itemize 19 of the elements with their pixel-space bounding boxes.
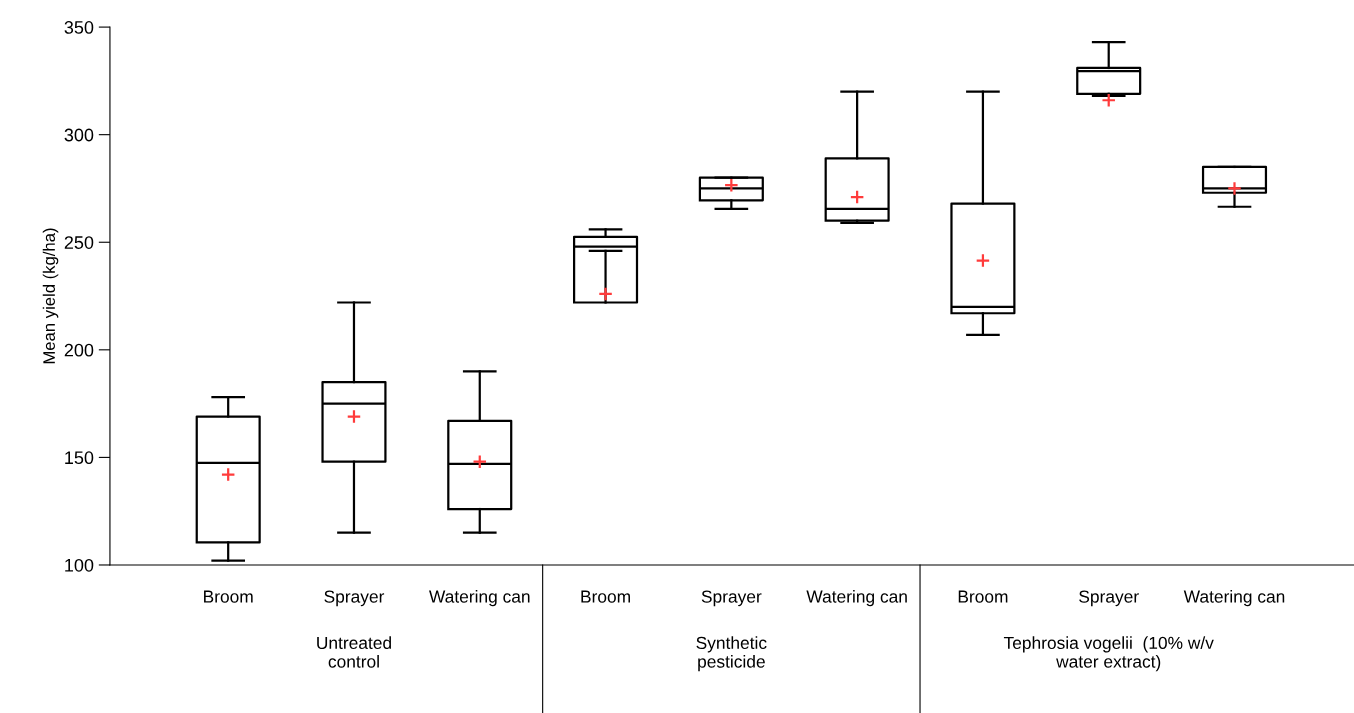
x-tick-label: Sprayer: [701, 590, 762, 607]
x-tick-label: Watering can: [1183, 589, 1285, 607]
x-tick-label: Broom: [581, 590, 630, 603]
text: Untreated control: [317, 636, 391, 668]
x-tick-label: Sprayer: [1079, 590, 1139, 607]
x-tick-label: Broom: [958, 590, 1008, 603]
x-tick-label: Sprayer: [324, 590, 385, 607]
y-tick-label: 350: [64, 21, 94, 34]
x-tick-label: Watering can: [806, 589, 907, 607]
x-tick-label: Broom: [204, 590, 253, 603]
y-axis-title: Mean yield (kg/ha): [42, 228, 59, 364]
x-tick-label: Watering can: [429, 589, 530, 607]
y-tick-label: 200: [64, 343, 94, 357]
y-tick-label: 150: [65, 451, 94, 465]
y-tick-label: 100: [65, 558, 94, 572]
y-tick-label: 300: [64, 128, 94, 142]
text: Tephrosia vogelii (10% w/v water extract): [1003, 636, 1214, 672]
y-tick-label: 250: [64, 236, 94, 249]
text: Synthetic pesticide: [696, 636, 767, 672]
